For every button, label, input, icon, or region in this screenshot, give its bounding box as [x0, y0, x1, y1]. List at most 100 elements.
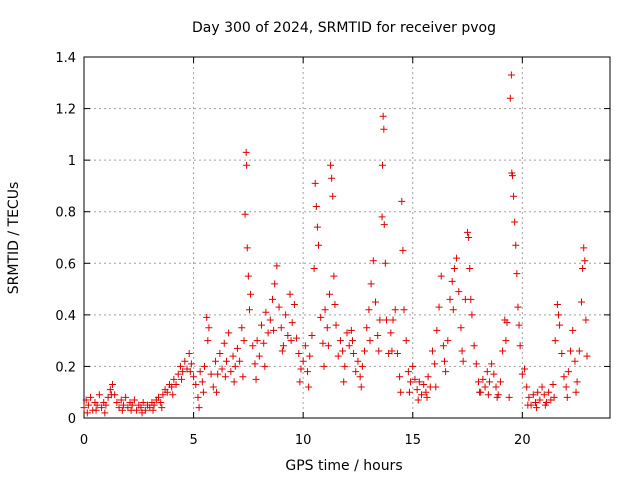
data-point: [481, 383, 489, 391]
data-point: [107, 391, 115, 399]
data-point: [507, 71, 515, 79]
data-point: [398, 197, 406, 205]
data-point: [529, 391, 537, 399]
data-point: [466, 264, 474, 272]
data-point: [448, 277, 456, 285]
data-point: [150, 401, 158, 409]
data-point: [496, 378, 504, 386]
data-point: [371, 298, 379, 306]
x-axis-title: GPS time / hours: [285, 458, 402, 474]
data-point: [130, 396, 138, 404]
data-point: [534, 388, 542, 396]
data-point: [305, 383, 313, 391]
data-point: [168, 383, 176, 391]
data-point: [330, 272, 338, 280]
data-point: [358, 362, 366, 370]
data-point: [464, 228, 472, 236]
data-point: [278, 347, 286, 355]
data-point: [341, 362, 349, 370]
data-point: [518, 370, 526, 378]
data-point: [201, 362, 209, 370]
data-point: [521, 365, 529, 373]
data-point: [380, 125, 388, 133]
data-point: [558, 350, 566, 358]
data-point: [137, 404, 145, 412]
data-point: [251, 360, 259, 368]
data-point: [287, 337, 295, 345]
data-point: [442, 368, 450, 376]
data-point: [170, 375, 178, 383]
data-point: [262, 308, 270, 316]
data-point: [179, 368, 187, 376]
data-point: [207, 370, 215, 378]
data-point: [453, 254, 461, 262]
data-point: [84, 401, 92, 409]
data-point: [476, 388, 484, 396]
data-point: [470, 342, 478, 350]
data-point: [428, 347, 436, 355]
data-point: [195, 404, 203, 412]
data-point: [320, 362, 328, 370]
data-point: [381, 259, 389, 267]
data-point: [375, 347, 383, 355]
data-point: [243, 161, 251, 169]
data-point: [571, 357, 579, 365]
data-point: [575, 347, 583, 355]
data-point: [192, 380, 200, 388]
data-point: [328, 174, 336, 182]
data-point: [508, 172, 516, 180]
data-point: [397, 388, 405, 396]
data-point: [87, 393, 95, 401]
data-point: [158, 404, 166, 412]
data-point: [485, 378, 493, 386]
data-point: [414, 396, 422, 404]
data-point: [242, 148, 250, 156]
data-point: [236, 357, 244, 365]
data-point: [253, 337, 261, 345]
data-point: [233, 344, 241, 352]
data-point: [222, 357, 230, 365]
data-point: [556, 321, 564, 329]
data-point: [319, 339, 327, 347]
data-point: [261, 362, 269, 370]
data-point: [422, 388, 430, 396]
data-point: [352, 368, 360, 376]
data-point: [317, 313, 325, 321]
data-point: [437, 272, 445, 280]
data-point: [374, 331, 382, 339]
data-point: [244, 272, 252, 280]
data-point: [354, 357, 362, 365]
data-point: [216, 350, 224, 358]
data-point: [523, 383, 531, 391]
data-point: [119, 401, 127, 409]
data-point: [567, 347, 575, 355]
data-point: [554, 311, 562, 319]
data-point: [562, 383, 570, 391]
data-point: [343, 329, 351, 337]
data-point: [369, 257, 377, 265]
data-point: [238, 324, 246, 332]
data-point: [506, 94, 514, 102]
data-point: [553, 301, 561, 309]
data-point: [493, 393, 501, 401]
data-point: [578, 298, 586, 306]
data-point: [435, 303, 443, 311]
data-point: [444, 337, 452, 345]
data-point: [159, 391, 167, 399]
x-tick-label: 5: [189, 433, 197, 448]
data-point: [446, 295, 454, 303]
data-point: [472, 360, 480, 368]
data-point: [514, 303, 522, 311]
grid-layer: [84, 57, 610, 418]
y-axis-title: SRMTID / TECUs: [6, 182, 22, 295]
data-point: [198, 378, 206, 386]
data-point: [286, 290, 294, 298]
data-point: [336, 337, 344, 345]
data-point: [563, 393, 571, 401]
data-point: [290, 301, 298, 309]
data-point: [327, 161, 335, 169]
data-point: [382, 316, 390, 324]
data-point: [295, 350, 303, 358]
data-point: [409, 362, 417, 370]
data-point: [239, 373, 247, 381]
